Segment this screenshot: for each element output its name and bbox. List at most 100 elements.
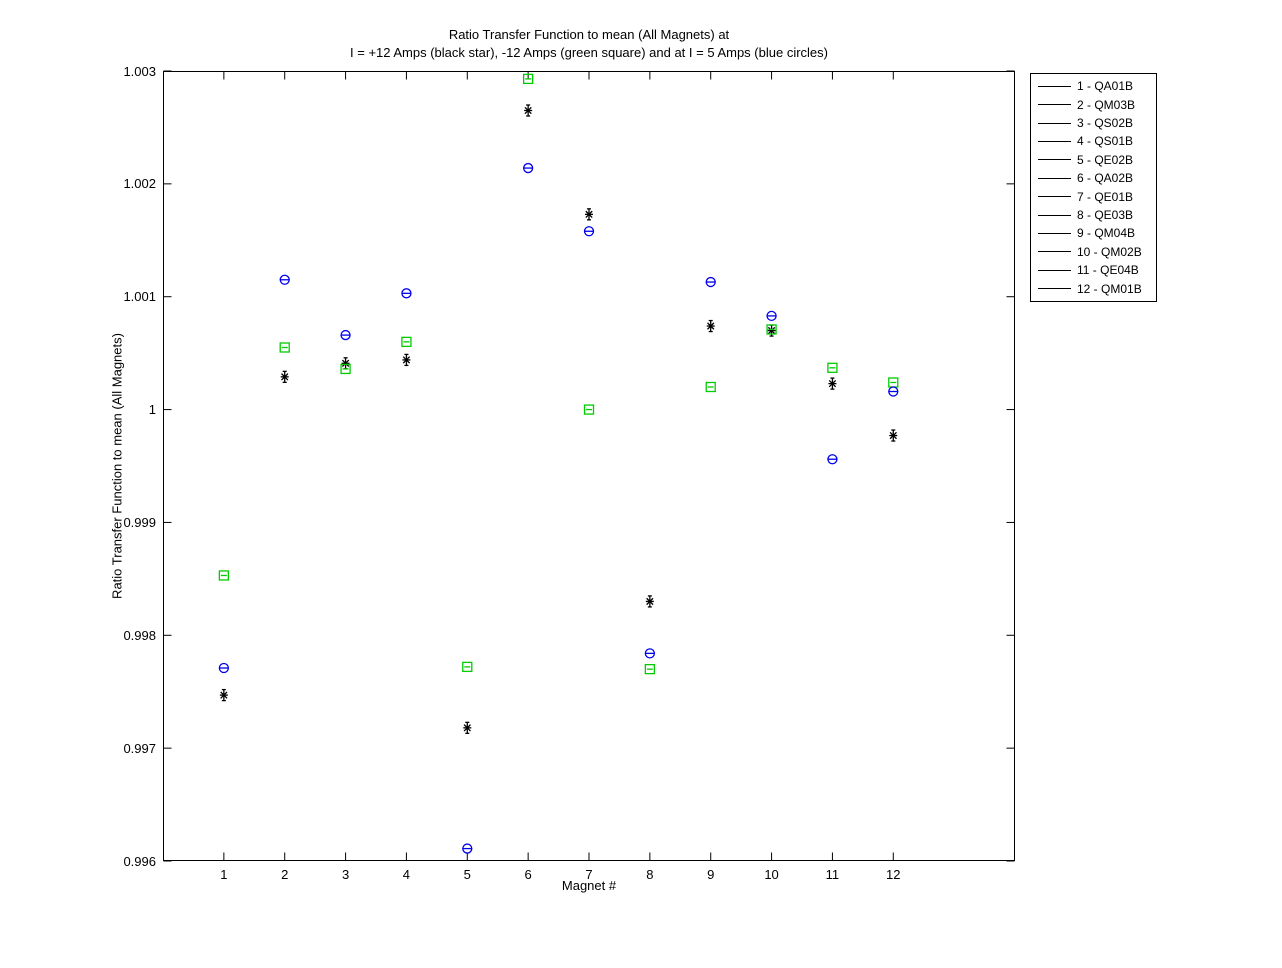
- marker-star-magnet-1: [219, 688, 228, 702]
- y-tick-label: 1.003: [123, 63, 156, 79]
- x-tick-label: 7: [585, 867, 593, 882]
- legend-entry-label: 1 - QA01B: [1077, 79, 1134, 94]
- marker-square-magnet-1: [218, 570, 230, 581]
- marker-star-magnet-8: [645, 595, 654, 608]
- marker-circle-magnet-1: [218, 662, 230, 674]
- legend-entry-label: 6 - QA02B: [1077, 171, 1134, 186]
- marker-square-magnet-7: [583, 404, 595, 415]
- x-tick-label: 6: [524, 867, 532, 882]
- y-tick-label: 1.002: [123, 176, 156, 192]
- marker-square-magnet-8: [644, 663, 656, 675]
- marker-square-magnet-2: [279, 342, 290, 353]
- chart-title-line1: Ratio Transfer Function to mean (All Mag…: [448, 27, 730, 42]
- marker-star-magnet-4: [402, 353, 411, 367]
- marker-circle-magnet-10: [766, 310, 777, 322]
- legend-entry: 10 - QM02B: [1031, 243, 1156, 260]
- legend-entry: 4 - QS01B: [1031, 133, 1156, 150]
- legend-entry: 3 - QS02B: [1031, 115, 1156, 132]
- marker-circle-magnet-4: [401, 288, 412, 299]
- chart-title: Ratio Transfer Function to mean (All Mag…: [163, 26, 1015, 62]
- x-tick-label: 4: [402, 867, 411, 882]
- legend-entry-label: 8 - QE03B: [1077, 208, 1134, 223]
- marker-square-magnet-5: [462, 661, 473, 673]
- legend-line-sample: [1038, 232, 1071, 234]
- legend-entry-label: 12 - QM01B: [1077, 281, 1142, 296]
- x-tick-label: 12: [886, 867, 901, 882]
- legend-entry-label: 4 - QS01B: [1077, 134, 1134, 149]
- x-tick-label: 2: [281, 867, 289, 882]
- marker-square-magnet-3: [340, 363, 351, 375]
- legend-line-sample: [1038, 85, 1071, 87]
- marker-square-magnet-11: [827, 362, 838, 373]
- legend-box: 1 - QA01B 2 - QM03B 3 - QS02B 4 - QS01B 5 - …: [1030, 73, 1157, 302]
- x-tick-label: 1: [220, 867, 228, 882]
- marker-circle-magnet-2: [279, 274, 290, 285]
- legend-entry-label: 9 - QM04B: [1077, 226, 1136, 241]
- marker-star-magnet-7: [585, 208, 593, 221]
- legend-line-sample: [1038, 214, 1071, 216]
- legend-entry: 2 - QM03B: [1031, 96, 1156, 113]
- marker-circle-magnet-8: [644, 648, 656, 659]
- y-tick-label: 0.998: [123, 627, 156, 643]
- legend-line-sample: [1038, 104, 1071, 106]
- legend-line-sample: [1038, 140, 1071, 142]
- y-axis-label: Ratio Transfer Function to mean (All Mag…: [109, 333, 125, 599]
- marker-star-magnet-9: [706, 319, 715, 333]
- chart-title-line2: I = +12 Amps (black star), -12 Amps (gre…: [350, 45, 828, 60]
- marker-circle-magnet-7: [583, 226, 595, 237]
- plot-area: [163, 70, 1015, 862]
- legend-entry: 11 - QE04B: [1031, 262, 1156, 279]
- legend-entry: 8 - QE03B: [1031, 207, 1156, 224]
- legend-line-sample: [1038, 251, 1071, 253]
- marker-star-magnet-3: [341, 357, 350, 370]
- x-tick-label: 8: [646, 867, 654, 882]
- x-tick-label: 10: [764, 867, 779, 882]
- marker-square-magnet-6: [522, 73, 534, 85]
- marker-star-magnet-12: [889, 429, 898, 442]
- x-tick-label: 3: [341, 867, 350, 882]
- y-tick-label: 1: [148, 402, 156, 418]
- legend-entry: 1 - QA01B: [1031, 78, 1156, 95]
- legend-line-sample: [1038, 288, 1071, 290]
- legend-entry-label: 11 - QE04B: [1077, 263, 1139, 278]
- legend-line-sample: [1038, 177, 1071, 179]
- axes-box: [163, 71, 1015, 861]
- legend-entry: 5 - QE02B: [1031, 151, 1156, 168]
- marker-star-magnet-2: [280, 370, 289, 383]
- legend-line-sample: [1038, 196, 1071, 198]
- y-tick-label: 0.996: [123, 853, 156, 869]
- legend-entry: 12 - QM01B: [1031, 280, 1156, 297]
- legend-entry-label: 2 - QM03B: [1077, 97, 1136, 112]
- marker-circle-magnet-12: [888, 386, 899, 397]
- marker-square-magnet-4: [401, 336, 412, 348]
- marker-circle-magnet-6: [522, 162, 534, 174]
- marker-star-magnet-5: [463, 721, 472, 734]
- legend-line-sample: [1038, 122, 1071, 124]
- x-axis-label: Magnet #: [561, 878, 617, 893]
- legend-entry: 9 - QM04B: [1031, 225, 1156, 242]
- marker-square-magnet-12: [888, 377, 899, 388]
- legend-line-sample: [1038, 269, 1071, 271]
- x-tick-label: 5: [463, 867, 471, 882]
- legend-line-sample: [1038, 159, 1071, 161]
- legend-entry: 7 - QE01B: [1031, 188, 1156, 205]
- marker-circle-magnet-5: [462, 843, 473, 854]
- y-tick-label: 0.999: [123, 514, 156, 530]
- legend-entry-label: 3 - QS02B: [1077, 116, 1134, 131]
- marker-square-magnet-9: [705, 381, 716, 393]
- marker-circle-magnet-11: [827, 454, 838, 465]
- legend-entry: 6 - QA02B: [1031, 170, 1156, 187]
- legend-entry-label: 5 - QE02B: [1077, 152, 1134, 167]
- legend-entry-label: 7 - QE01B: [1077, 189, 1134, 204]
- legend-entry-label: 10 - QM02B: [1077, 244, 1142, 259]
- marker-circle-magnet-9: [705, 276, 716, 288]
- marker-star-magnet-6: [524, 104, 533, 117]
- y-tick-label: 0.997: [123, 740, 156, 756]
- x-tick-label: 11: [825, 867, 840, 882]
- y-tick-label: 1.001: [123, 289, 156, 305]
- marker-square-magnet-10: [766, 324, 777, 335]
- marker-circle-magnet-3: [340, 329, 351, 341]
- x-tick-label: 9: [707, 867, 715, 882]
- marker-star-magnet-11: [828, 377, 837, 390]
